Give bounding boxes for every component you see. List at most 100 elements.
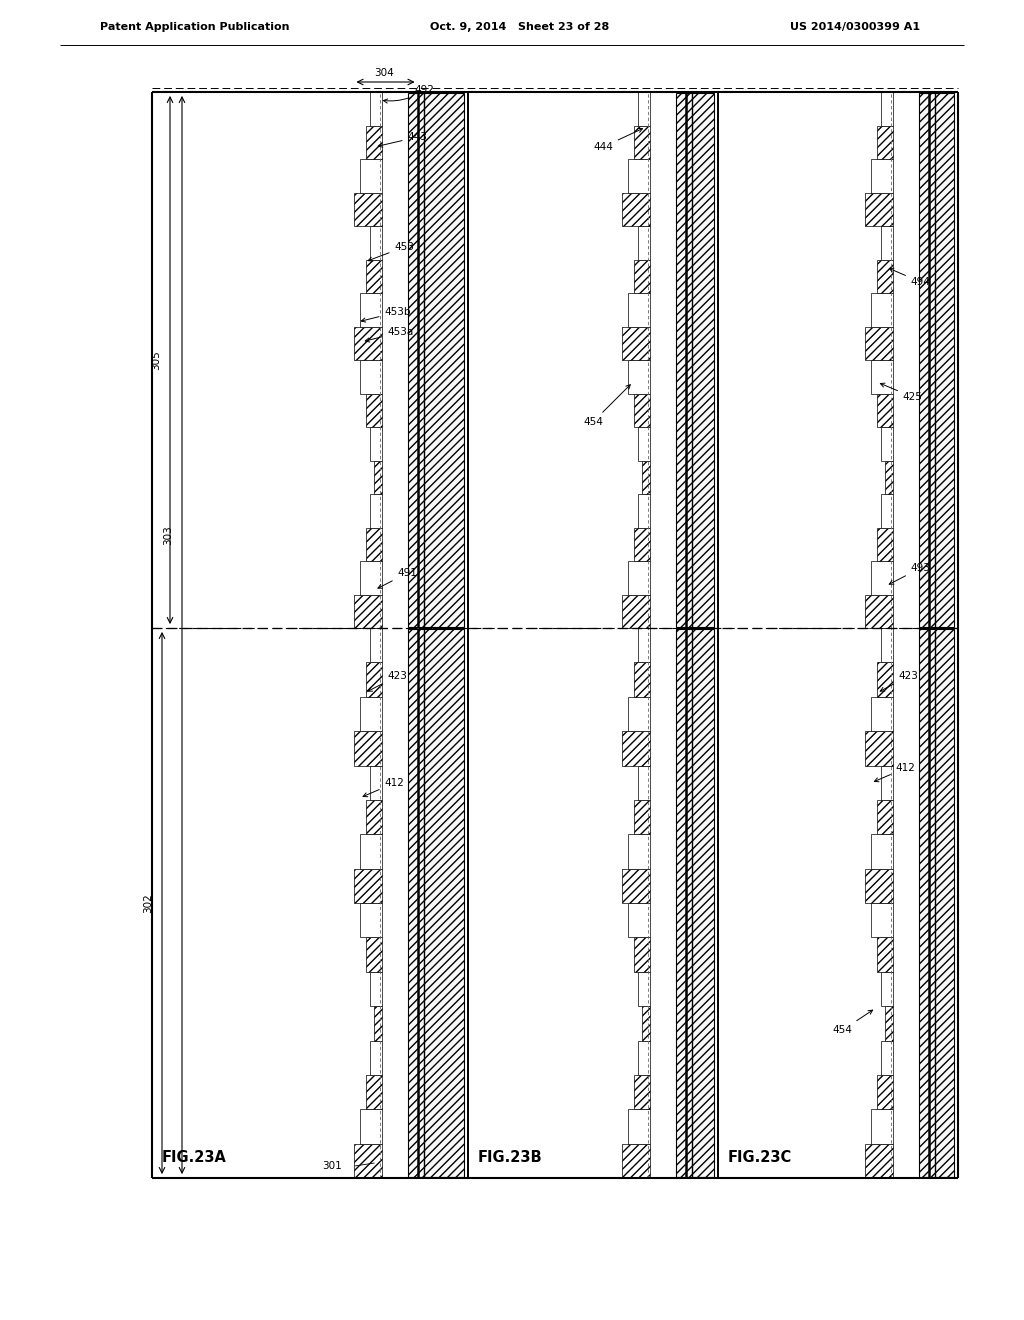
Bar xyxy=(676,92,714,627)
Bar xyxy=(634,663,650,697)
Bar xyxy=(870,834,893,869)
Bar xyxy=(622,1143,650,1177)
Text: 453: 453 xyxy=(369,242,415,261)
Bar xyxy=(881,766,893,800)
Text: Patent Application Publication: Patent Application Publication xyxy=(100,22,290,32)
Bar xyxy=(353,594,382,628)
Text: 453a: 453a xyxy=(366,327,414,342)
Bar xyxy=(359,360,382,393)
Bar xyxy=(622,731,650,766)
Bar xyxy=(634,528,650,561)
Bar xyxy=(638,494,650,528)
Bar xyxy=(374,461,382,494)
Bar xyxy=(881,494,893,528)
Text: Oct. 9, 2014   Sheet 23 of 28: Oct. 9, 2014 Sheet 23 of 28 xyxy=(430,22,609,32)
Bar xyxy=(638,628,650,663)
Bar xyxy=(877,528,893,561)
Bar xyxy=(870,903,893,937)
Bar xyxy=(359,697,382,731)
Bar xyxy=(353,1143,382,1177)
Text: 454: 454 xyxy=(833,1010,872,1035)
Bar xyxy=(370,226,382,260)
Bar xyxy=(634,125,650,158)
Bar xyxy=(359,834,382,869)
Text: 412: 412 xyxy=(364,777,404,797)
Text: FIG.23A: FIG.23A xyxy=(162,1151,227,1166)
Text: 425: 425 xyxy=(881,383,923,403)
Bar xyxy=(374,1006,382,1040)
Bar xyxy=(877,663,893,697)
Bar xyxy=(366,260,382,293)
Bar xyxy=(642,1006,650,1040)
Bar xyxy=(676,630,714,1177)
Bar xyxy=(870,1109,893,1143)
Bar xyxy=(622,326,650,360)
Bar xyxy=(370,972,382,1006)
Bar xyxy=(865,869,893,903)
Text: 492: 492 xyxy=(383,84,434,103)
Text: 453b: 453b xyxy=(361,308,411,322)
Bar xyxy=(366,125,382,158)
Bar xyxy=(877,125,893,158)
Text: 443: 443 xyxy=(378,132,427,148)
Bar xyxy=(359,158,382,193)
Text: 494: 494 xyxy=(890,268,931,286)
Text: US 2014/0300399 A1: US 2014/0300399 A1 xyxy=(790,22,921,32)
Bar xyxy=(366,937,382,972)
Bar xyxy=(881,92,893,125)
Bar xyxy=(359,903,382,937)
Bar xyxy=(353,869,382,903)
Bar xyxy=(881,226,893,260)
Bar xyxy=(885,461,893,494)
Bar xyxy=(865,326,893,360)
Bar xyxy=(870,158,893,193)
Bar xyxy=(634,260,650,293)
Text: 302: 302 xyxy=(143,894,153,913)
Text: 423: 423 xyxy=(368,671,408,692)
Bar xyxy=(877,260,893,293)
Bar xyxy=(628,834,650,869)
Bar xyxy=(634,800,650,834)
Bar xyxy=(919,92,954,627)
Bar xyxy=(638,426,650,461)
Bar xyxy=(877,800,893,834)
Bar xyxy=(885,1006,893,1040)
Bar xyxy=(638,766,650,800)
Bar xyxy=(370,628,382,663)
Bar xyxy=(870,360,893,393)
Bar xyxy=(877,937,893,972)
Bar xyxy=(634,393,650,426)
Bar xyxy=(628,561,650,594)
Text: FIG.23B: FIG.23B xyxy=(478,1151,543,1166)
Bar xyxy=(919,630,954,1177)
Bar xyxy=(870,697,893,731)
Bar xyxy=(881,972,893,1006)
Text: FIG.23C: FIG.23C xyxy=(728,1151,793,1166)
Text: 454: 454 xyxy=(583,384,630,426)
Bar xyxy=(366,800,382,834)
Bar xyxy=(877,1074,893,1109)
Text: 444: 444 xyxy=(593,128,642,152)
Bar xyxy=(366,528,382,561)
Bar xyxy=(370,426,382,461)
Bar xyxy=(408,630,464,1177)
Bar xyxy=(353,193,382,226)
Text: 303: 303 xyxy=(163,525,173,545)
Bar xyxy=(628,158,650,193)
Bar xyxy=(634,937,650,972)
Text: 423: 423 xyxy=(881,671,919,692)
Bar xyxy=(870,561,893,594)
Bar xyxy=(622,594,650,628)
Bar xyxy=(359,293,382,326)
Bar xyxy=(370,1040,382,1074)
Bar xyxy=(622,869,650,903)
Bar xyxy=(638,92,650,125)
Bar xyxy=(642,461,650,494)
Bar xyxy=(366,663,382,697)
Bar xyxy=(638,226,650,260)
Bar xyxy=(370,92,382,125)
Bar xyxy=(865,1143,893,1177)
Bar xyxy=(877,393,893,426)
Bar xyxy=(353,731,382,766)
Text: 305: 305 xyxy=(151,350,161,370)
